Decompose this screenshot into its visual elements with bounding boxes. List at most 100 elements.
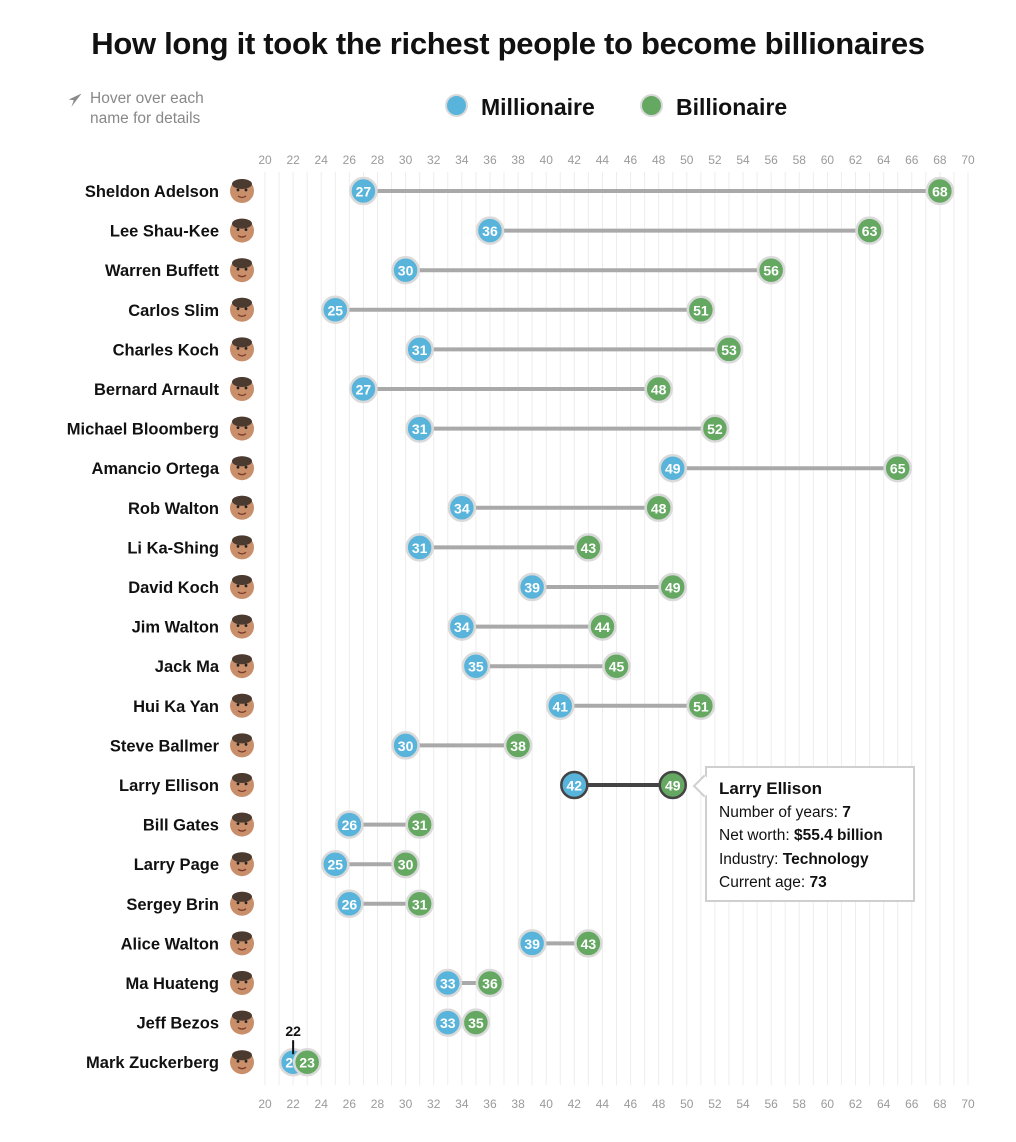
x-tick-label-top: 34	[455, 153, 469, 167]
x-tick-label-top: 32	[427, 153, 441, 167]
x-tick-label-top: 66	[905, 153, 919, 167]
person-name-label: Bernard Arnault	[94, 381, 219, 399]
tooltip-industry-value: Technology	[782, 850, 869, 868]
person-name-label: Larry Ellison	[119, 777, 219, 795]
avatar-hair	[232, 495, 252, 506]
avatar-hair	[232, 773, 252, 783]
avatar-mouth	[237, 195, 247, 199]
x-tick-label-top: 36	[483, 153, 497, 167]
millionaire-age-label: 31	[412, 421, 428, 437]
x-tick-label-top: 56	[764, 153, 778, 167]
avatar-hair	[232, 693, 252, 704]
x-tick-label-bottom: 46	[624, 1097, 638, 1111]
millionaire-dot	[321, 295, 350, 325]
person-name-label: Alice Walton	[121, 935, 219, 953]
x-tick-label-bottom: 70	[961, 1097, 975, 1111]
avatar-mouth	[237, 353, 247, 357]
x-tick-label-top: 44	[596, 153, 610, 167]
avatar-hair	[232, 654, 252, 665]
millionaire-age-label: 27	[356, 184, 372, 200]
avatar-mouth	[237, 274, 247, 278]
millionaire-age-label: 30	[398, 263, 414, 279]
billionaire-dot	[292, 1047, 322, 1077]
avatar-eye	[244, 584, 248, 588]
tooltip-age-value: 73	[809, 874, 827, 891]
millionaire-dot	[546, 691, 575, 721]
millionaire-dot	[391, 731, 420, 760]
x-tick-label-bottom: 40	[540, 1097, 554, 1111]
billionaire-age-label: 36	[482, 976, 498, 992]
tooltip-name: Larry Ellison	[719, 779, 822, 798]
billionaire-age-label: 52	[707, 421, 723, 437]
tooltip-years-value: 7	[842, 803, 851, 821]
avatar-hair	[232, 297, 252, 308]
millionaire-age-label: 49	[665, 461, 681, 477]
x-tick-label-top: 50	[680, 153, 694, 167]
avatar-mouth	[237, 868, 247, 872]
x-tick-label-bottom: 20	[258, 1097, 272, 1111]
avatar-eye	[236, 1020, 240, 1023]
avatar-eye	[244, 267, 248, 271]
avatar-hair	[232, 891, 252, 902]
avatar-eye	[244, 386, 248, 390]
millionaire-dot	[349, 374, 378, 404]
person-name-label: David Koch	[128, 579, 219, 597]
person-name-label: Carlos Slim	[128, 302, 219, 320]
person-name-label: Steve Ballmer	[110, 737, 220, 755]
millionaire-dot	[349, 176, 378, 206]
avatar-eye	[236, 703, 240, 707]
tooltip-age-label: Current age:	[719, 874, 806, 891]
x-tick-label-bottom: 32	[427, 1097, 441, 1111]
avatar-eye	[236, 743, 240, 746]
avatar-mouth	[237, 433, 247, 436]
millionaire-dot	[391, 255, 420, 285]
billionaire-dot	[644, 374, 673, 404]
x-tick-label-top: 40	[540, 153, 554, 167]
avatar-mouth	[237, 749, 247, 753]
x-tick-label-bottom: 28	[371, 1097, 385, 1111]
billionaire-age-label: 51	[693, 698, 709, 714]
millionaire-age-label: 35	[468, 659, 484, 675]
billionaire-age-label: 49	[665, 580, 681, 596]
avatar-eye	[236, 426, 240, 429]
billionaire-age-label: 65	[890, 461, 906, 477]
person-name-label: Rob Walton	[128, 500, 219, 518]
millionaire-age-label: 41	[552, 698, 568, 714]
millionaire-dot	[658, 453, 687, 483]
avatar-eye	[244, 465, 248, 469]
x-tick-label-bottom: 56	[764, 1097, 778, 1111]
avatar-eye	[236, 663, 240, 667]
avatar-mouth	[237, 829, 247, 832]
x-tick-label-top: 30	[399, 153, 413, 167]
avatar-hair	[232, 416, 252, 427]
avatar-mouth	[237, 235, 247, 238]
person-name-label: Amancio Ortega	[92, 460, 220, 478]
avatar-hair	[232, 614, 252, 625]
billionaire-age-label: 30	[398, 857, 414, 873]
avatar-hair	[232, 456, 252, 467]
avatar-eye	[244, 505, 248, 509]
avatar-eye	[236, 347, 240, 350]
avatar-eye	[236, 584, 240, 588]
chart-title: How long it took the richest people to b…	[91, 26, 925, 61]
billionaire-dot	[405, 889, 434, 919]
x-tick-label-bottom: 36	[483, 1097, 497, 1111]
legend-label-billionaire: Billionaire	[676, 94, 788, 120]
billionaire-age-label: 48	[651, 500, 667, 516]
avatar-eye	[236, 1059, 240, 1063]
x-tick-label-bottom: 62	[849, 1097, 863, 1111]
millionaire-age-label: 27	[356, 382, 372, 398]
avatar-eye	[244, 743, 248, 746]
avatar-eye	[236, 624, 240, 627]
x-tick-label-bottom: 68	[933, 1097, 947, 1111]
millionaire-dot	[321, 849, 350, 879]
avatar-eye	[236, 267, 240, 271]
x-tick-label-top: 20	[258, 153, 272, 167]
millionaire-dot	[405, 533, 434, 562]
tooltip-industry-row: Industry: Technology	[719, 848, 901, 872]
billionaire-age-label: 23	[299, 1055, 315, 1071]
billionaire-age-label: 45	[609, 659, 625, 675]
x-tick-label-bottom: 48	[652, 1097, 666, 1111]
x-tick-label-top: 54	[736, 153, 750, 167]
avatar-mouth	[237, 710, 247, 713]
